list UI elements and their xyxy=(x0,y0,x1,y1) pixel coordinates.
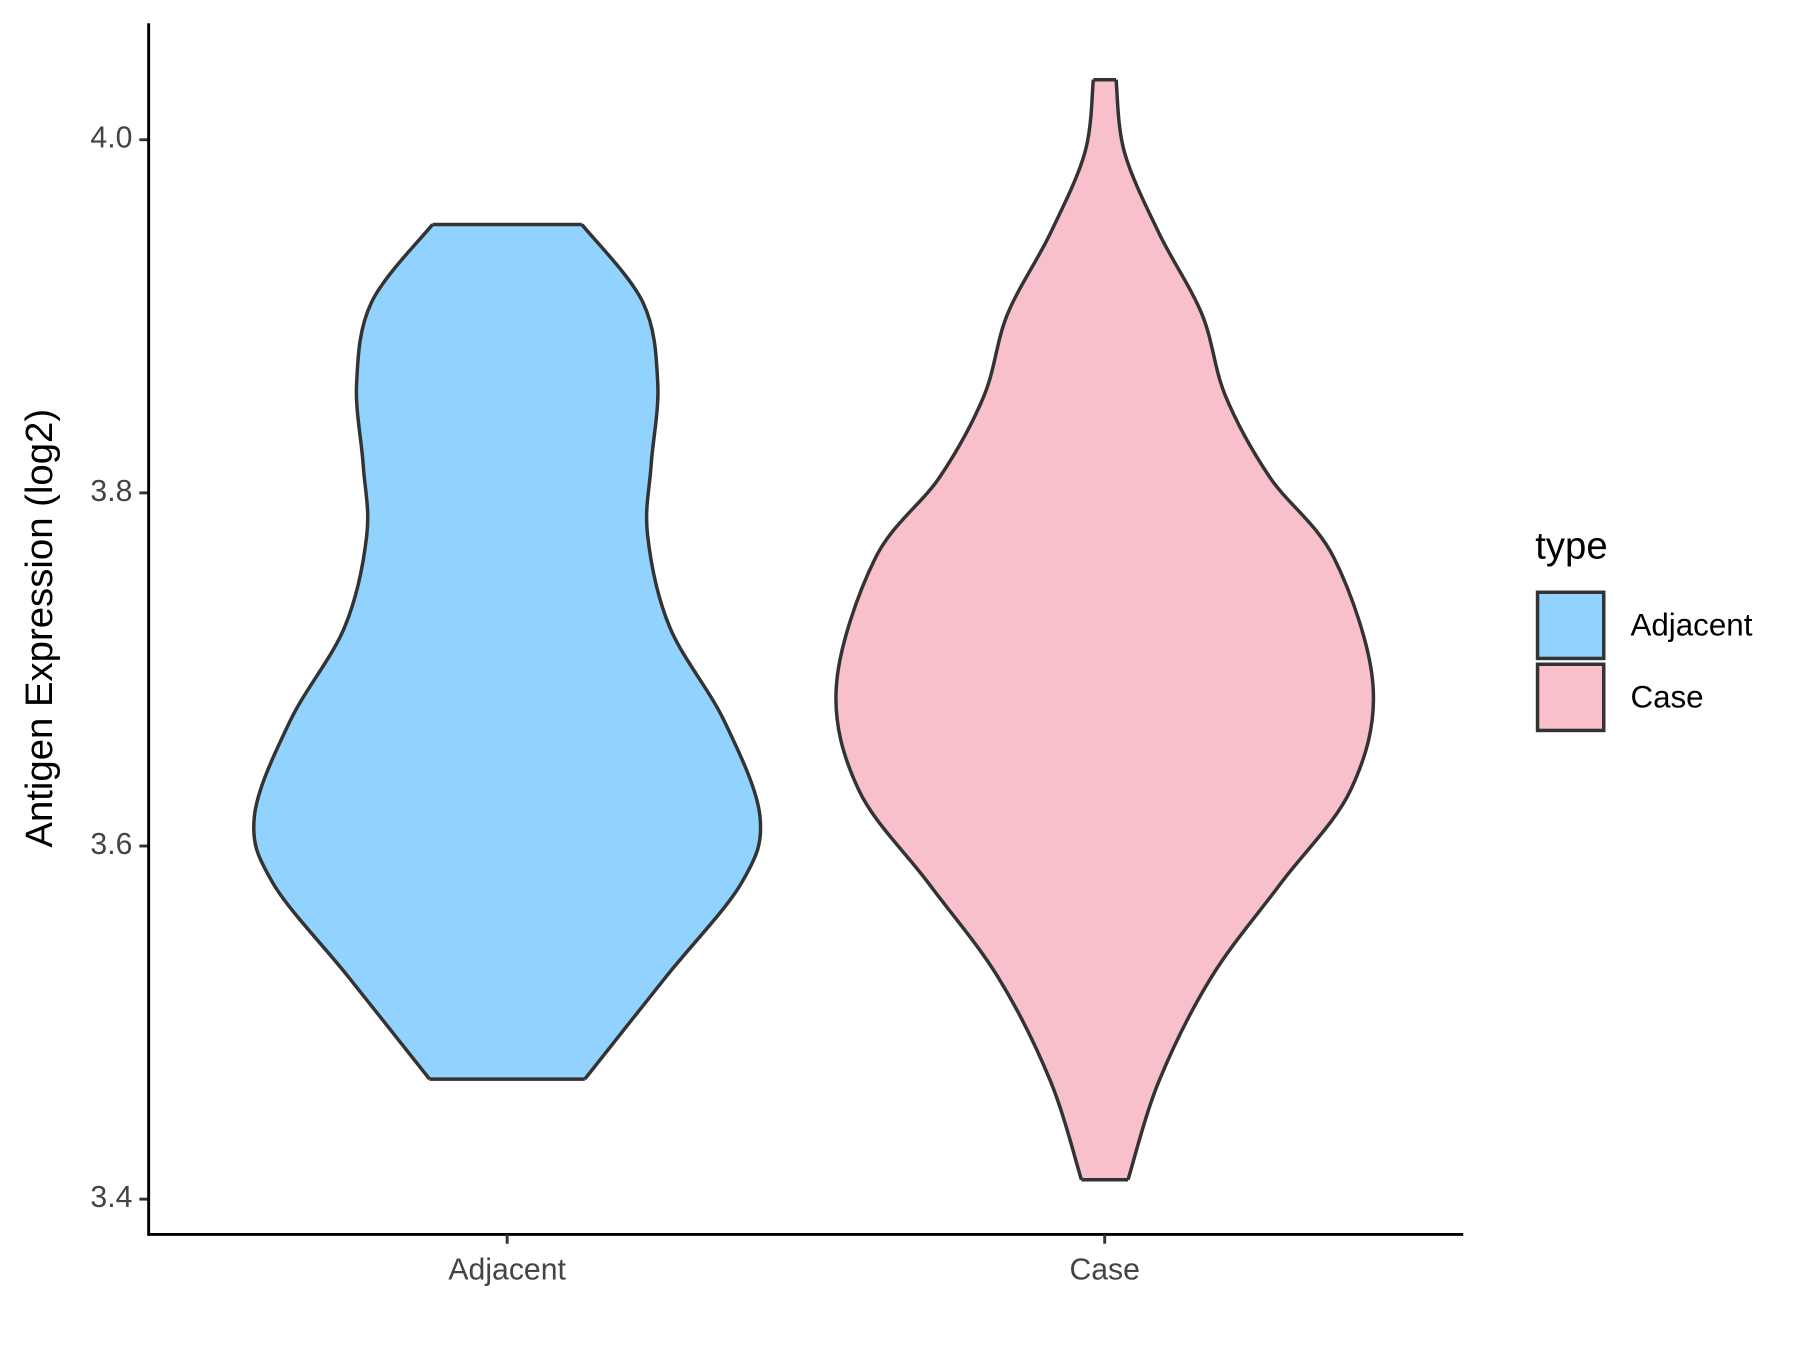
x-tick-label: Adjacent xyxy=(448,1254,566,1287)
legend-label: Case xyxy=(1630,679,1703,714)
y-tick-label: 3.6 xyxy=(90,828,132,861)
legend-label: Adjacent xyxy=(1630,607,1752,642)
violin-outline-left xyxy=(834,79,1096,1181)
legend-swatch xyxy=(1535,662,1606,733)
violin-fill xyxy=(253,224,761,1080)
y-tick-label: 4.0 xyxy=(90,122,132,155)
y-tick-label: 3.8 xyxy=(90,475,132,508)
legend-swatch xyxy=(1535,590,1606,661)
legend-title: type xyxy=(1535,524,1607,567)
violin-outline-right xyxy=(580,223,763,1081)
y-tick-label: 3.4 xyxy=(90,1181,132,1214)
violin-fill xyxy=(835,79,1374,1180)
y-axis-title: Antigen Expression (log2) xyxy=(18,409,61,848)
x-tick-label: Case xyxy=(1069,1254,1139,1287)
violin-outline-right xyxy=(1114,79,1376,1181)
violin-outline-left xyxy=(252,223,434,1081)
